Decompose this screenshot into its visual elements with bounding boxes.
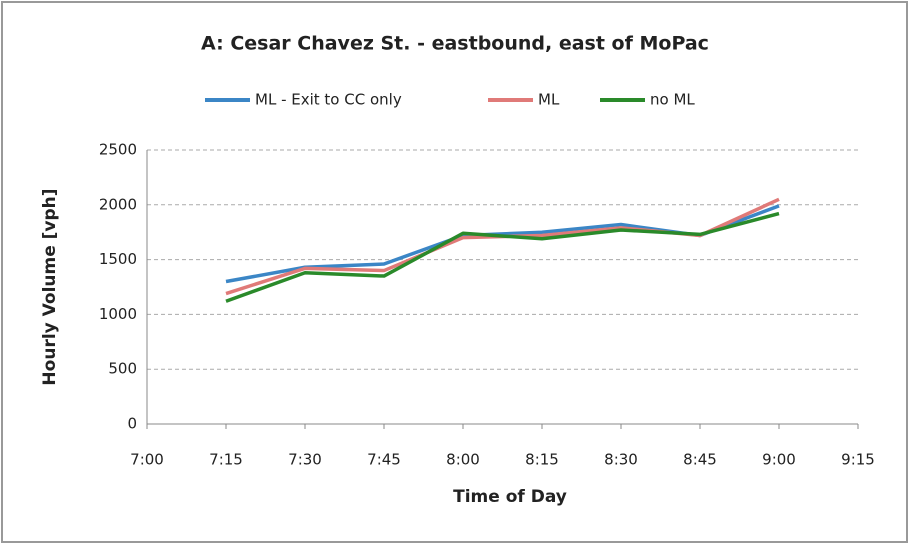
x-tick-label: 7:45 <box>367 451 401 469</box>
x-tick-label: 7:00 <box>130 451 164 469</box>
y-tick-label: 1500 <box>99 250 137 268</box>
x-tick-label: 8:30 <box>604 451 638 469</box>
y-axis-title: Hourly Volume [vph] <box>40 188 60 385</box>
legend-label: no ML <box>650 91 695 109</box>
y-tick-label: 1000 <box>99 305 137 323</box>
x-tick-label: 7:30 <box>288 451 322 469</box>
x-axis-title: Time of Day <box>453 487 567 507</box>
y-tick-label: 0 <box>127 415 137 433</box>
y-tick-label: 500 <box>108 360 137 378</box>
legend-label: ML - Exit to CC only <box>255 91 402 109</box>
x-tick-label: 8:00 <box>446 451 480 469</box>
x-tick-label: 9:15 <box>841 451 875 469</box>
x-tick-label: 7:15 <box>209 451 243 469</box>
y-tick-label: 2500 <box>99 141 137 159</box>
legend-label: ML <box>538 91 560 109</box>
x-tick-label: 8:45 <box>683 451 717 469</box>
series-line <box>225 211 780 303</box>
x-tick-label: 9:00 <box>762 451 796 469</box>
chart-title: A: Cesar Chavez St. - eastbound, east of… <box>201 33 709 55</box>
y-tick-label: 2000 <box>99 195 137 213</box>
x-tick-label: 8:15 <box>525 451 559 469</box>
